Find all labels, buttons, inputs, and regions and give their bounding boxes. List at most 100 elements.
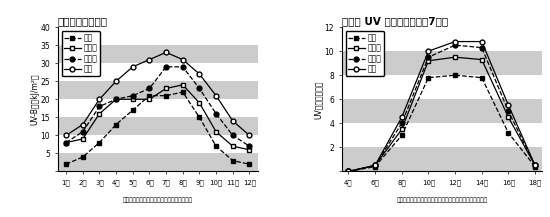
鹿児島 — [63, 141, 69, 144]
つくば — [345, 170, 351, 173]
つくば — [179, 84, 186, 86]
つくば — [79, 138, 86, 140]
Line: つくば: つくば — [64, 82, 252, 152]
札幌 — [505, 132, 512, 134]
つくば — [146, 98, 153, 101]
鹿児島 — [425, 56, 432, 59]
つくば — [452, 56, 458, 59]
Line: 鹿児島: 鹿児島 — [346, 43, 537, 174]
Line: 那覇: 那覇 — [64, 50, 252, 138]
那覇 — [246, 134, 252, 137]
つくば — [246, 148, 252, 151]
那覇 — [113, 80, 119, 82]
札幌 — [163, 94, 169, 97]
Bar — [58, 117, 258, 135]
Text: 月別紫外線照射量: 月別紫外線照射量 — [58, 16, 108, 26]
札幌 — [532, 165, 538, 168]
札幌 — [96, 141, 103, 144]
那覇 — [146, 58, 153, 61]
鹿児島 — [196, 87, 203, 90]
つくば — [372, 164, 378, 167]
鹿児島 — [179, 66, 186, 68]
那覇 — [452, 40, 458, 43]
鹿児島 — [113, 98, 119, 101]
札幌 — [196, 116, 203, 119]
那覇 — [79, 123, 86, 126]
Line: 那覇: 那覇 — [346, 39, 537, 174]
鹿児島 — [163, 66, 169, 68]
札幌 — [372, 165, 378, 168]
つくば — [196, 102, 203, 104]
つくば — [129, 98, 136, 101]
Bar — [58, 81, 258, 99]
那覇 — [179, 58, 186, 61]
那覇 — [129, 66, 136, 68]
鹿児島 — [452, 44, 458, 46]
Y-axis label: UV-B量（kJ/m²）: UV-B量（kJ/m²） — [30, 74, 39, 125]
札幌 — [113, 123, 119, 126]
那覇 — [196, 73, 203, 75]
Text: 時刻別 UV インデックス（7月）: 時刻別 UV インデックス（7月） — [342, 16, 448, 26]
札幌 — [146, 94, 153, 97]
札幌 — [79, 156, 86, 158]
鹿児島 — [246, 145, 252, 148]
鹿児島 — [478, 46, 485, 49]
那覇 — [229, 120, 236, 122]
那覇 — [532, 164, 538, 167]
つくば — [478, 58, 485, 61]
那覇 — [505, 104, 512, 107]
Bar — [342, 99, 542, 123]
つくば — [229, 145, 236, 148]
Legend: 札幌, つくば, 鹿児島, 那覇: 札幌, つくば, 鹿児島, 那覇 — [345, 31, 384, 76]
札幌 — [129, 109, 136, 111]
Bar — [342, 51, 542, 75]
那覇 — [96, 98, 103, 101]
那覇 — [345, 170, 351, 173]
つくば — [425, 59, 432, 62]
那覇 — [213, 94, 219, 97]
那覇 — [398, 116, 405, 119]
つくば — [96, 112, 103, 115]
Line: 札幌: 札幌 — [64, 90, 252, 167]
鹿児島 — [345, 170, 351, 173]
鹿児島 — [96, 105, 103, 108]
つくば — [63, 141, 69, 144]
那覇 — [478, 40, 485, 43]
つくば — [213, 130, 219, 133]
Y-axis label: UVインデックス: UVインデックス — [314, 80, 323, 118]
鹿児島 — [229, 134, 236, 137]
那覇 — [425, 50, 432, 53]
札幌 — [179, 91, 186, 93]
鹿児島 — [213, 112, 219, 115]
つくば — [398, 128, 405, 131]
Bar — [58, 153, 258, 171]
つくば — [113, 98, 119, 101]
鹿児島 — [146, 87, 153, 90]
鹿児島 — [398, 122, 405, 125]
札幌 — [345, 170, 351, 173]
Bar — [58, 45, 258, 63]
鹿児島 — [372, 164, 378, 167]
札幌 — [398, 134, 405, 137]
札幌 — [229, 159, 236, 162]
Line: 鹿児島: 鹿児島 — [64, 64, 252, 149]
札幌 — [246, 163, 252, 166]
那覇 — [163, 51, 169, 54]
つくば — [163, 87, 169, 90]
札幌 — [478, 76, 485, 79]
Text: 気象庁データより作成：データは各時刻の月最大値を示す: 気象庁データより作成：データは各時刻の月最大値を示す — [396, 197, 487, 203]
Bar — [342, 147, 542, 171]
那覇 — [372, 164, 378, 167]
那覇 — [63, 134, 69, 137]
つくば — [532, 164, 538, 167]
つくば — [505, 116, 512, 119]
札幌 — [63, 163, 69, 166]
Legend: 札幌, つくば, 鹿児島, 那覇: 札幌, つくば, 鹿児島, 那覇 — [62, 31, 100, 76]
Text: 気象庁データより作成：日積算値の月平均値: 気象庁データより作成：日積算値の月平均値 — [123, 197, 192, 203]
札幌 — [425, 76, 432, 79]
Line: 札幌: 札幌 — [346, 73, 537, 174]
鹿児島 — [79, 130, 86, 133]
鹿児島 — [505, 110, 512, 113]
札幌 — [452, 74, 458, 77]
札幌 — [213, 145, 219, 148]
